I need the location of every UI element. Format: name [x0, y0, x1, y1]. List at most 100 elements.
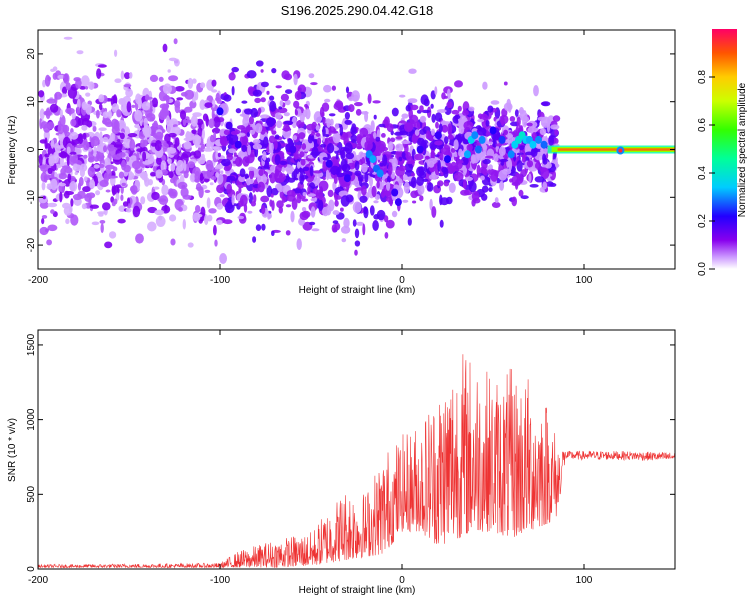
spectrogram-cell	[395, 143, 404, 152]
spectrogram-cell	[443, 167, 449, 178]
spectrogram-cell	[252, 236, 257, 243]
spectrogram-cell	[52, 66, 58, 71]
spectrogram-cell	[488, 187, 493, 193]
spectrogram-cell	[59, 109, 64, 118]
spectrogram-cell	[279, 100, 284, 107]
spectrogram-cell	[147, 221, 157, 232]
spectrogram-cell	[208, 208, 217, 214]
spectrogram-cell	[198, 186, 204, 199]
spectrogram-cell	[158, 195, 169, 206]
spectrogram-cell	[485, 155, 494, 159]
spectrogram-cell	[373, 114, 377, 120]
spectrogram-cell	[129, 72, 133, 79]
spectrogram-cell	[490, 100, 500, 105]
figure-title: S196.2025.290.04.42.G18	[281, 3, 434, 18]
spectrogram-cell	[192, 212, 201, 222]
snr-x-tick-label: 0	[399, 575, 405, 586]
spectrogram-cell	[300, 175, 309, 180]
spectrogram-cell	[196, 118, 204, 126]
spectrogram-cell	[263, 136, 269, 148]
spectrogram-cell	[161, 169, 168, 175]
spectrogram-cell	[47, 76, 51, 82]
spectrogram-cell	[47, 174, 55, 179]
snr-x-tick-label: -100	[210, 575, 230, 586]
spectrogram-cell	[399, 94, 406, 98]
spectrogram-cell	[514, 109, 519, 117]
spectrogram-cell	[69, 131, 79, 140]
spectrogram-cell	[311, 228, 320, 232]
spectrogram-cell	[435, 121, 439, 129]
spectrogram-cell	[110, 133, 114, 143]
spectrogram-cell	[39, 226, 49, 236]
spectrogram-cell	[170, 163, 176, 172]
spectrogram-cell	[231, 85, 235, 96]
spectrogram-cell	[140, 196, 146, 205]
spectrogram-cell	[242, 156, 250, 167]
spectrogram-cell	[248, 166, 255, 171]
spectrogram-cell	[291, 198, 298, 210]
spectrogram-cell	[123, 84, 132, 88]
spectrogram-cell	[113, 198, 118, 205]
spectrogram-cell	[304, 104, 308, 108]
spectrogram-cell	[121, 182, 127, 187]
spectrogram-cell	[313, 170, 322, 174]
spectrogram-cell	[213, 224, 217, 236]
spectrogram-cell	[82, 132, 87, 140]
spectrogram-cell	[65, 218, 70, 225]
spectrogram-cell	[300, 158, 306, 166]
spectrogram-cell	[152, 166, 157, 172]
spectrogram-cell	[310, 82, 318, 86]
spectrogram-cell	[315, 132, 321, 137]
spectrogram-cell-strong	[376, 169, 384, 178]
spectrogram-x-tick-label: -100	[210, 275, 230, 286]
spectrogram-cell	[481, 193, 488, 201]
spectrogram-cell	[47, 167, 53, 175]
spectrogram-cell	[548, 135, 554, 146]
spectrogram-cell	[99, 220, 106, 224]
spectrogram-cell	[168, 132, 177, 138]
spectrogram-cell	[98, 103, 103, 111]
spectrogram-cell	[476, 164, 481, 176]
spectrogram-cell	[382, 154, 388, 167]
spectrogram-cell	[203, 147, 214, 152]
spectrogram-cell	[245, 178, 251, 186]
spectrogram-cell	[183, 141, 192, 150]
spectrogram-cell	[511, 182, 521, 186]
spectrogram-cell	[246, 70, 257, 79]
spectrogram-cell	[344, 142, 353, 155]
spectrogram-cell	[141, 101, 151, 111]
spectrogram-cell	[440, 152, 444, 161]
spectrogram-cell	[430, 103, 434, 109]
spectrogram-cell	[42, 156, 46, 165]
spectrogram-cell	[164, 111, 168, 117]
spectrogram-cell	[354, 102, 363, 107]
spectrogram-cell	[71, 111, 76, 120]
spectrogram-cell	[149, 100, 153, 112]
spectrogram-cell	[236, 125, 246, 130]
spectrogram-cell	[104, 241, 113, 249]
spectrogram-cell	[331, 224, 338, 233]
spectrogram-cell	[493, 153, 499, 162]
spectrogram-cell	[83, 141, 90, 151]
spectrogram-cell	[476, 172, 480, 178]
spectrogram-cell	[155, 215, 166, 227]
spectrogram-cell	[438, 123, 443, 133]
spectrogram-cell	[266, 185, 273, 198]
spectrogram-cell	[355, 143, 363, 149]
spectrogram-cell	[372, 220, 379, 231]
spectrogram-cell	[193, 150, 202, 159]
spectrogram-cell	[528, 173, 532, 183]
spectrogram-cell	[143, 139, 148, 147]
spectrogram-cell	[348, 104, 355, 113]
spectrogram-cell	[294, 109, 298, 116]
spectrogram-cell	[69, 155, 77, 166]
spectrogram-cell	[162, 43, 168, 53]
spectrogram-cell	[386, 176, 391, 183]
spectrogram-cell	[215, 172, 220, 178]
spectrogram-cell	[296, 161, 301, 169]
spectrogram-cell	[340, 207, 344, 212]
spectrogram-cell	[326, 143, 335, 154]
spectrogram-cell	[431, 128, 435, 136]
spectrogram-cell	[83, 176, 88, 182]
spectrogram-x-ticks: -200 -100 0 100	[28, 30, 593, 286]
